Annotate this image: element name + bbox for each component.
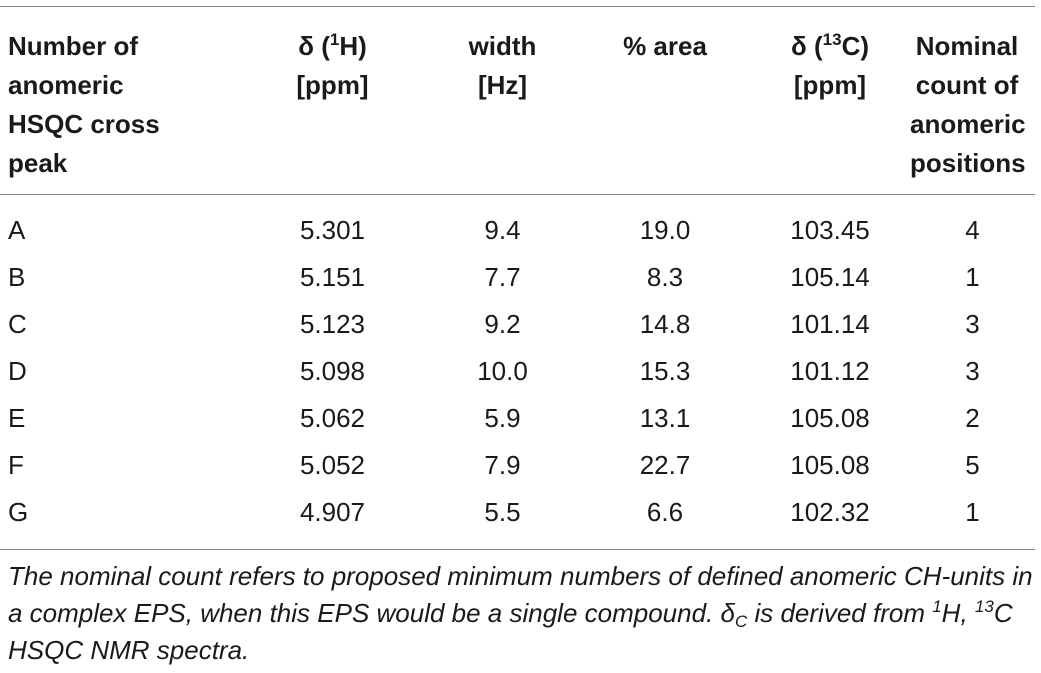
cell-peak: A [8,215,26,245]
cell-width: 7.9 [484,450,521,480]
header-width: width [Hz] [468,31,537,100]
cell-count: 1 [965,262,980,292]
table-row: E 5.062 5.9 13.1 105.08 2 [0,395,1035,442]
cell-delta-h: 5.123 [299,309,366,339]
cell-area: 19.0 [639,215,691,245]
cell-peak: E [8,403,26,433]
cell-delta-c: 101.12 [790,356,870,386]
cell-delta-c: 102.32 [790,497,870,527]
cell-delta-h: 5.301 [299,215,366,245]
cell-delta-h: 5.098 [299,356,366,386]
table-row: G 4.907 5.5 6.6 102.32 1 [0,489,1035,536]
cell-delta-c: 105.08 [790,450,870,480]
cell-delta-c: 105.08 [790,403,870,433]
cell-count: 4 [965,215,980,245]
cell-area: 22.7 [639,450,691,480]
cell-peak: B [8,262,26,292]
cell-peak: F [8,450,24,480]
cell-count: 3 [965,356,980,386]
cell-area: 8.3 [646,262,684,292]
nmr-data-table: Number of anomeric HSQC cross peak δ (1H… [0,6,1035,536]
header-area: % area [623,31,707,61]
top-rule [0,6,1035,7]
cell-peak: C [8,309,27,339]
cell-delta-h: 5.151 [299,262,366,292]
table-footnote: The nominal count refers to proposed min… [8,561,1033,665]
table-row: F 5.052 7.9 22.7 105.08 5 [0,442,1035,489]
cell-delta-h: 5.062 [299,403,366,433]
cell-width: 9.4 [484,215,521,245]
cell-count: 2 [965,403,980,433]
header-row: Number of anomeric HSQC cross peak δ (1H… [0,6,1035,183]
cell-delta-c: 105.14 [790,262,870,292]
cell-delta-h: 5.052 [299,450,366,480]
header-nominal-count: Nominal count of anomeric positions [910,31,1026,178]
header-rule [0,194,1035,195]
cell-area: 6.6 [646,497,684,527]
header-peak: Number of anomeric HSQC cross peak [8,31,160,178]
cell-width: 7.7 [484,262,521,292]
header-delta-h: δ (1H) [ppm] [296,30,369,100]
cell-count: 5 [965,450,980,480]
cell-width: 5.5 [484,497,521,527]
cell-delta-h: 4.907 [299,497,366,527]
table-row: D 5.098 10.0 15.3 101.12 3 [0,348,1035,395]
cell-peak: D [8,356,27,386]
header-delta-c: δ (13C) [ppm] [790,30,869,100]
cell-width: 5.9 [484,403,521,433]
cell-delta-c: 103.45 [790,215,870,245]
bottom-rule [0,549,1035,550]
cell-peak: G [8,497,29,527]
table-row: C 5.123 9.2 14.8 101.14 3 [0,301,1035,348]
cell-count: 1 [965,497,980,527]
cell-area: 14.8 [639,309,691,339]
cell-count: 3 [965,309,980,339]
cell-width: 9.2 [484,309,521,339]
table-row: A 5.301 9.4 19.0 103.45 4 [0,183,1035,254]
cell-area: 13.1 [639,403,691,433]
table-row: B 5.151 7.7 8.3 105.14 1 [0,254,1035,301]
cell-width: 10.0 [477,356,528,386]
cell-area: 15.3 [639,356,691,386]
cell-delta-c: 101.14 [790,309,870,339]
